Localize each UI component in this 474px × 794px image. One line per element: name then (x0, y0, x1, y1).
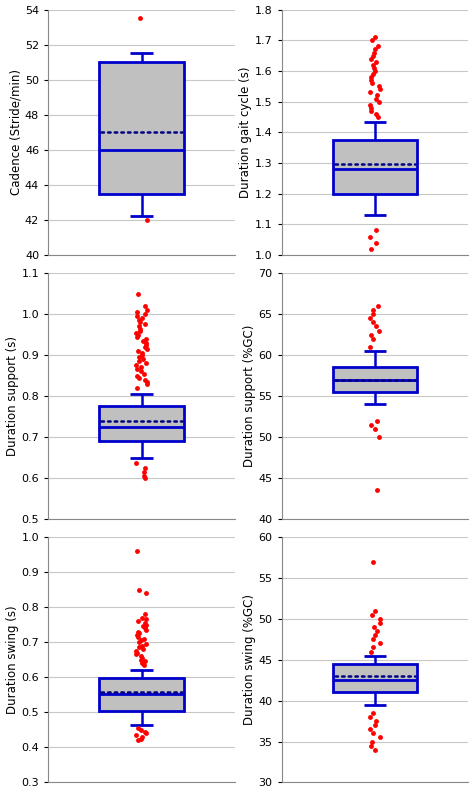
Bar (100, 407, 183, 441)
Bar (333, 664, 417, 692)
Y-axis label: Cadence (Stride/min): Cadence (Stride/min) (9, 69, 22, 195)
Y-axis label: Duration support (%GC): Duration support (%GC) (243, 325, 255, 467)
Bar (333, 140, 417, 194)
Y-axis label: Duration gait cycle (s): Duration gait cycle (s) (239, 67, 252, 198)
Y-axis label: Duration support (s): Duration support (s) (6, 336, 18, 456)
Bar (100, 62, 183, 194)
Bar (100, 678, 183, 711)
Y-axis label: Duration swing (%GC): Duration swing (%GC) (243, 594, 255, 725)
Y-axis label: Duration swing (s): Duration swing (s) (6, 606, 18, 714)
Bar (333, 368, 417, 392)
